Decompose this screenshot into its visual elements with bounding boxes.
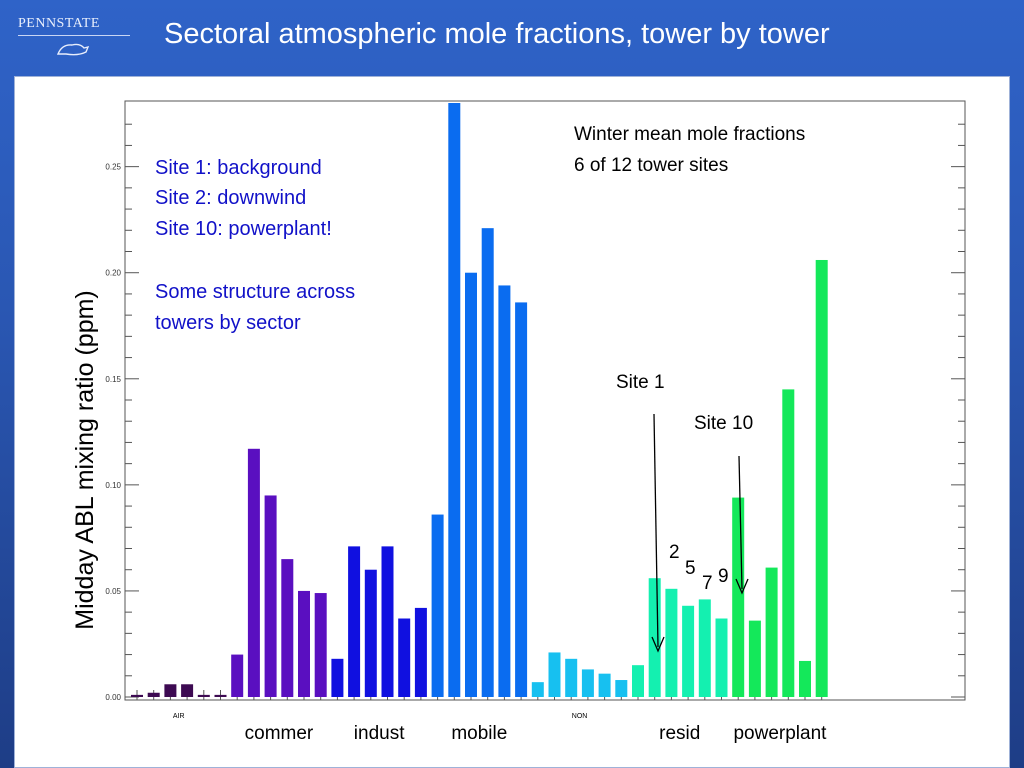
- y-axis-label: Midday ABL mixing ratio (ppm): [71, 290, 99, 629]
- bar-resid-3: [665, 588, 678, 697]
- bar-powerplant-5: [799, 660, 811, 697]
- bar-non-4: [581, 669, 594, 697]
- logo-rule: [18, 35, 130, 36]
- bar-non-3: [565, 658, 578, 697]
- bar-indust-3: [364, 569, 377, 697]
- annotation-site10-powerplant: Site 10: powerplant!: [155, 218, 332, 240]
- annotation-site2-downwind: Site 2: downwind: [155, 187, 306, 209]
- bar-air-5: [197, 694, 210, 697]
- site-number-7: 7: [702, 573, 713, 594]
- chart-axes: 0.00 0.05 0.10 0.15 0.20 0.25: [105, 100, 966, 702]
- y-tick-label: 0.05: [105, 587, 121, 596]
- bar-commer-1: [231, 654, 244, 697]
- annotation-site1-background: Site 1: background: [155, 157, 322, 179]
- bar-mobile-4: [481, 228, 494, 697]
- bar-resid-2: [648, 578, 661, 697]
- y-tick-label: 0.25: [105, 163, 121, 172]
- sector-label-indust: indust: [354, 723, 405, 744]
- bar-powerplant-2: [748, 620, 761, 697]
- slide-header: PENNSTATE Sectoral atmospheric mole frac…: [0, 0, 1024, 72]
- site10-arrow-line: [738, 455, 743, 590]
- site-number-9: 9: [718, 566, 729, 587]
- pennstate-logo: PENNSTATE: [18, 16, 138, 60]
- bar-resid-6: [715, 618, 728, 697]
- bar-resid-4: [682, 605, 695, 697]
- bar-resid-1: [632, 665, 644, 697]
- nittany-lion-icon: [56, 43, 90, 56]
- bar-air-2: [147, 692, 160, 697]
- bar-non-6: [615, 680, 628, 697]
- bar-non-2: [548, 652, 561, 697]
- bar-indust-2: [348, 546, 361, 697]
- sector-labels: AIR commer indust mobile NON resid powerplant: [173, 713, 827, 744]
- bar-chart: 0.00 0.05 0.10 0.15 0.20 0.25 AIR commer indust…: [71, 100, 966, 744]
- logo-text: PENNSTATE: [18, 16, 100, 31]
- chart-panel: 0.00 0.05 0.10 0.15 0.20 0.25 AIR commer indust…: [14, 76, 1010, 768]
- bar-air-1: [131, 694, 143, 697]
- bar-powerplant-3: [765, 567, 778, 697]
- bar-commer-4: [281, 559, 294, 697]
- bar-powerplant-6: [815, 259, 828, 697]
- bar-mobile-2: [448, 103, 461, 697]
- bar-indust-6: [414, 607, 427, 697]
- bar-resid-5: [698, 599, 711, 697]
- bar-powerplant-4: [782, 389, 795, 697]
- bar-indust-1: [331, 658, 344, 697]
- bar-commer-3: [264, 495, 277, 697]
- bar-commer-6: [314, 593, 327, 697]
- site10-label: Site 10: [694, 413, 753, 434]
- sector-label-powerplant: powerplant: [733, 723, 827, 744]
- bar-commer-2: [247, 448, 260, 697]
- bar-powerplant-1: [732, 497, 745, 697]
- site-number-2: 2: [669, 542, 680, 563]
- sector-label-air: AIR: [173, 713, 185, 720]
- bar-non-5: [598, 673, 611, 697]
- site-number-5: 5: [685, 558, 696, 579]
- bar-mobile-5: [498, 285, 511, 697]
- y-tick-label: 0.10: [105, 481, 121, 490]
- sector-label-resid: resid: [659, 723, 700, 744]
- site10-arrow-head: [735, 578, 749, 595]
- bar-mobile-3: [465, 272, 477, 697]
- bar-commer-5: [298, 590, 310, 697]
- slide-title: Sectoral atmospheric mole fractions, tow…: [164, 18, 830, 50]
- bar-non-1: [531, 682, 544, 697]
- bar-air-4: [181, 684, 194, 697]
- annotation-winter-mean: Winter mean mole fractions: [574, 124, 805, 145]
- y-tick-label: 0.00: [105, 693, 121, 702]
- annotation-structure: Some structure across: [155, 281, 355, 303]
- bar-indust-4: [381, 546, 394, 697]
- bar-air-6: [214, 694, 227, 697]
- bar-air-3: [164, 684, 177, 697]
- site1-label: Site 1: [616, 372, 665, 393]
- annotation-tower-sites: 6 of 12 tower sites: [574, 155, 728, 176]
- sector-label-commer: commer: [245, 723, 314, 744]
- y-tick-label: 0.20: [105, 269, 121, 278]
- bar-mobile-6: [515, 302, 528, 697]
- bar-mobile-1: [431, 514, 444, 697]
- site1-arrow-line: [653, 413, 659, 648]
- y-tick-label: 0.15: [105, 375, 121, 384]
- site1-arrow-head: [651, 636, 665, 653]
- bar-indust-5: [398, 618, 411, 697]
- sector-label-non: NON: [572, 713, 588, 720]
- sector-label-mobile: mobile: [451, 723, 507, 744]
- annotation-towers-by-sector: towers by sector: [155, 312, 301, 334]
